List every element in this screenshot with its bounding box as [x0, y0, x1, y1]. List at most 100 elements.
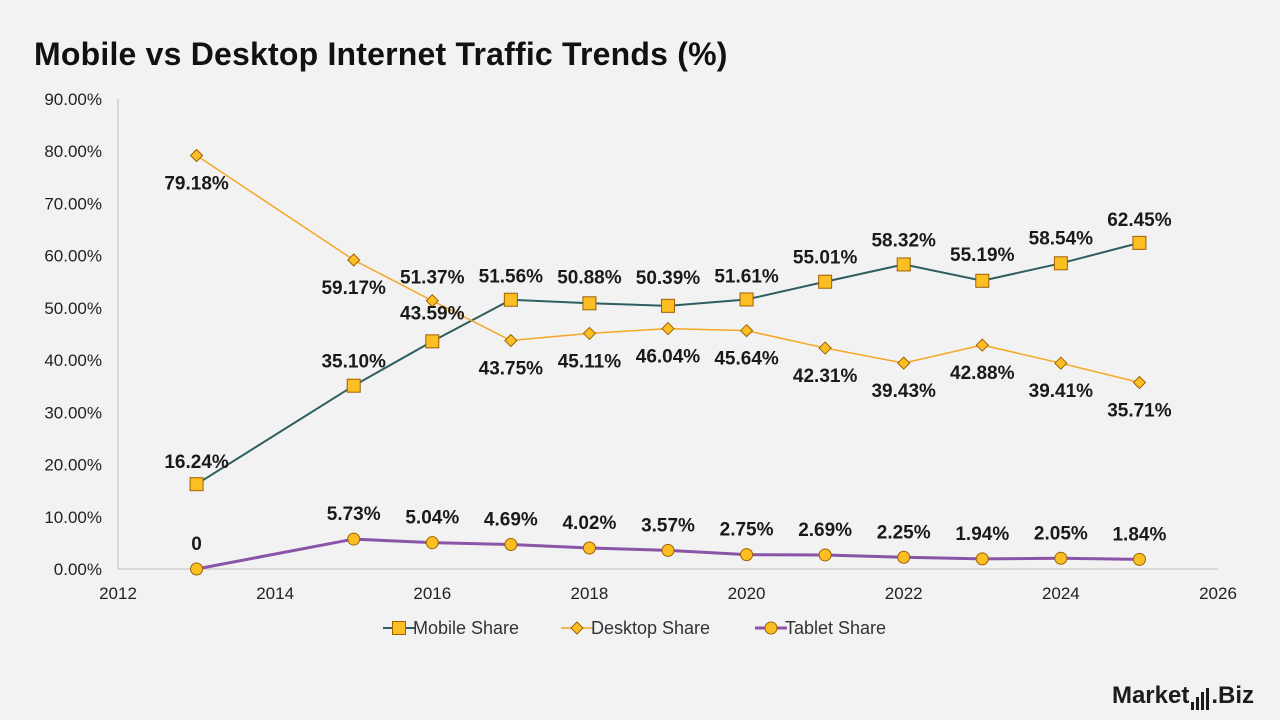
tablet-share-legend-item: Tablet Share	[755, 618, 886, 638]
desktop-share-point	[975, 338, 989, 352]
tablet-share-line	[196, 537, 1140, 571]
mobile-share-data-label: 58.32%	[871, 230, 936, 251]
desktop-share-data-label: 43.75%	[479, 359, 544, 380]
desktop-share-data-label: 59.17%	[321, 278, 386, 299]
desktop-share-point	[504, 333, 518, 348]
desktop-share-data-label: 39.43%	[871, 381, 936, 402]
mobile-share-data-label: 51.56%	[479, 267, 544, 288]
mobile-share-point	[189, 477, 204, 492]
brand-name-left: Market	[1111, 682, 1190, 709]
x-tick-label: 2024	[1042, 584, 1080, 603]
mobile-share-point	[582, 296, 597, 311]
tablet-share-point	[582, 541, 596, 555]
mobile-share-data-label: 55.19%	[950, 245, 1015, 266]
mobile-share-data-label: 43.59%	[400, 303, 465, 324]
chart-title: Mobile vs Desktop Internet Traffic Trend…	[34, 36, 728, 72]
brand-bars-icon	[1191, 688, 1210, 710]
desktop-share-data-label: 51.37%	[400, 268, 465, 289]
chart-legend: Mobile Share Desktop Share Tablet Share	[383, 618, 886, 638]
y-tick-label: 70.00%	[44, 194, 102, 213]
y-tick-label: 60.00%	[44, 247, 102, 266]
brand-dot: .	[1211, 682, 1218, 709]
mobile-share-point	[1053, 256, 1068, 271]
desktop-share-point	[347, 253, 361, 267]
x-tick-label: 2016	[413, 584, 451, 603]
series-layer	[189, 148, 1147, 576]
tablet-share-point	[425, 536, 439, 550]
mobile-share-point	[661, 298, 675, 313]
desktop-share-data-label: 42.88%	[950, 363, 1015, 384]
x-tick-label: 2018	[571, 584, 609, 603]
brand-name-right: Biz	[1218, 682, 1254, 709]
desktop-share-point	[739, 323, 754, 338]
desktop-share-point	[1054, 356, 1068, 370]
desktop-share-data-label: 45.11%	[558, 351, 621, 372]
tablet-share-legend-label: Tablet Share	[785, 618, 886, 638]
y-tick-label: 50.00%	[44, 299, 102, 318]
mobile-share-data-label: 35.10%	[321, 352, 386, 373]
x-tick-label: 2022	[885, 584, 923, 603]
mobile-share-point	[975, 273, 990, 288]
mobile-share-point	[739, 292, 754, 307]
x-tick-label: 2020	[728, 584, 766, 603]
mobile-share-data-label: 51.61%	[714, 266, 779, 287]
mobile-share-legend-label: Mobile Share	[413, 618, 519, 638]
y-tick-label: 20.00%	[44, 456, 102, 475]
y-tick-label: 40.00%	[44, 351, 102, 370]
mobile-share-point	[818, 274, 833, 289]
desktop-share-data-label: 79.18%	[164, 174, 229, 195]
x-tick-label: 2012	[99, 584, 137, 603]
mobile-share-data-label: 50.88%	[557, 267, 622, 288]
mobile-share-point	[503, 292, 518, 307]
tablet-share-data-label: 5.04%	[405, 508, 459, 529]
desktop-share-data-label: 39.41%	[1029, 381, 1094, 402]
tablet-share-point	[897, 550, 911, 564]
data-labels-layer: 16.24% 35.10% 43.59% 51.56% 50.88% 50.39% 51.6…	[164, 174, 1171, 555]
tablet-share-point	[1054, 551, 1068, 565]
mobile-share-legend-item: Mobile Share	[383, 618, 519, 638]
tablet-share-point	[1132, 552, 1146, 566]
tablet-share-legend-marker	[764, 621, 778, 635]
tablet-share-data-label: 4.69%	[484, 510, 538, 531]
tablet-share-data-label: 2.25%	[877, 522, 931, 543]
tablet-share-data-label: 5.73%	[327, 504, 381, 525]
desktop-share-data-label: 45.64%	[714, 349, 779, 370]
desktop-share-legend-marker	[570, 621, 584, 635]
desktop-share-data-label: 46.04%	[636, 347, 701, 368]
desktop-share-point	[425, 294, 439, 308]
y-tick-label: 90.00%	[44, 90, 102, 109]
y-tick-label: 10.00%	[44, 508, 102, 527]
desktop-share-point	[1132, 375, 1147, 390]
y-tick-label: 80.00%	[44, 142, 102, 161]
desktop-share-data-label: 42.31%	[793, 366, 858, 387]
x-tick-label: 2026	[1199, 584, 1237, 603]
x-tick-label: 2014	[256, 584, 294, 603]
desktop-share-point	[189, 148, 204, 163]
desktop-share-point	[661, 321, 675, 336]
desktop-share-legend-item: Desktop Share	[561, 618, 710, 638]
mobile-share-data-label: 58.54%	[1029, 228, 1094, 249]
mobile-share-point	[1132, 235, 1147, 250]
tablet-share-data-label: 3.57%	[641, 515, 695, 536]
brand-logo: Market . Biz	[1112, 682, 1254, 710]
tablet-share-data-label: 2.05%	[1034, 523, 1088, 544]
desktop-share-point	[818, 341, 832, 355]
mobile-share-legend-marker	[392, 621, 406, 635]
tablet-share-data-label: 2.69%	[798, 520, 852, 541]
tablet-share-point	[347, 532, 361, 546]
tablet-share-data-label: 0	[191, 534, 202, 555]
tablet-share-data-label: 4.02%	[562, 513, 616, 534]
mobile-share-point	[346, 378, 361, 393]
tablet-share-point	[740, 548, 754, 562]
y-tick-label: 30.00%	[44, 403, 102, 422]
y-tick-label: 0.00%	[54, 560, 102, 579]
desktop-share-line	[196, 154, 1140, 384]
mobile-share-data-label: 62.45%	[1107, 210, 1172, 231]
tablet-share-point	[190, 562, 204, 576]
desktop-share-point	[897, 356, 911, 370]
tablet-share-point	[661, 543, 675, 557]
tablet-share-point	[818, 548, 832, 562]
mobile-share-data-label: 16.24%	[164, 452, 229, 473]
mobile-share-point	[896, 257, 911, 272]
